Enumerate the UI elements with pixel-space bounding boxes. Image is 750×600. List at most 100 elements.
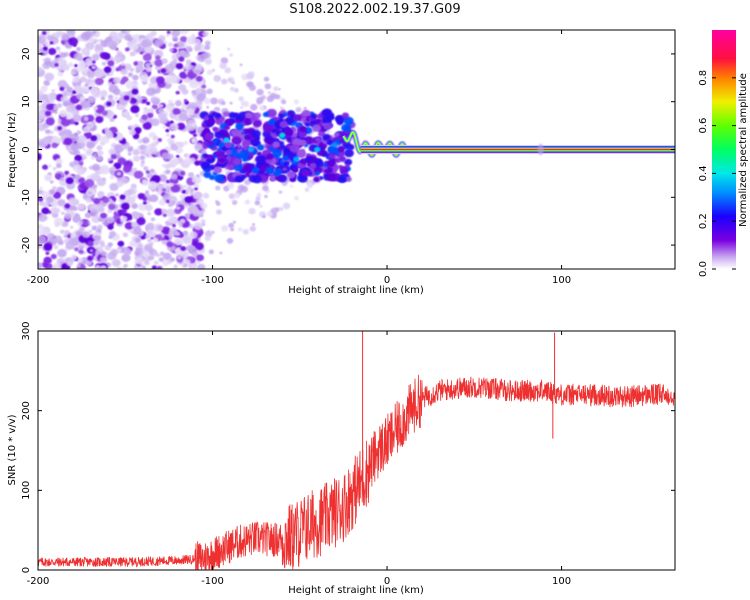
spectrogram-blob — [244, 134, 251, 141]
spectrogram-blob — [259, 105, 266, 111]
spectrogram-blob — [177, 141, 185, 148]
spectrogram-blob — [43, 80, 51, 86]
spectrogram-blob — [228, 112, 237, 119]
spectrogram-blob — [78, 249, 84, 255]
spectrogram-blob — [187, 172, 195, 178]
spectrogram-hotspot — [314, 146, 321, 153]
spectrogram-blob — [170, 200, 176, 206]
spectrogram-blob — [213, 139, 219, 144]
spectrogram-blob — [235, 122, 244, 131]
spectrogram-blob — [287, 110, 295, 116]
spectrogram-blob — [267, 109, 277, 118]
spectrogram-blob — [124, 47, 130, 52]
spectrogram-blob — [283, 128, 294, 137]
spectrogram-blob — [84, 221, 90, 226]
spectrogram-blob — [169, 257, 175, 262]
spectrogram-blob — [44, 174, 53, 182]
spectrogram-blob — [127, 188, 134, 195]
spectrogram-blob — [204, 127, 210, 132]
spectrogram-blob — [129, 42, 139, 51]
spectrogram-blob — [193, 133, 197, 137]
spectrogram-blob — [133, 170, 144, 179]
spectrogram-blob — [38, 224, 44, 230]
spectrogram-blob — [241, 140, 251, 148]
spectrogram-hotspot — [293, 156, 300, 162]
spectrogram-blob — [41, 37, 46, 41]
snr-x-axis-label: Height of straight line (km) — [288, 585, 424, 596]
spectrogram-blob — [95, 39, 100, 43]
spectrogram-blob — [172, 223, 176, 228]
spectrogram-blob — [130, 105, 140, 114]
spectrogram-blob — [152, 99, 160, 106]
spectrogram-blob — [86, 70, 93, 75]
spectrogram-blob — [120, 91, 126, 96]
spectrogram-blob — [70, 254, 78, 261]
spectrogram-blob — [41, 261, 49, 268]
spectrogram-blob — [259, 127, 263, 130]
spectrogram-blob — [199, 202, 208, 210]
spectrogram-blob — [273, 170, 281, 177]
spectrogram-blob — [53, 262, 62, 269]
spectrogram-blob — [126, 115, 133, 121]
spectrogram-blob — [106, 101, 112, 107]
spectrogram-blob — [244, 199, 251, 205]
spectrogram-blob — [255, 196, 261, 201]
spectrogram-blob — [206, 88, 213, 95]
spectrogram-blob — [96, 155, 103, 162]
spectrogram-blob — [141, 98, 147, 104]
spectrogram-blob — [301, 109, 310, 117]
spectrogram-blob — [65, 177, 74, 185]
spectrogram-blob — [101, 110, 108, 116]
spectrogram-blob — [238, 96, 245, 102]
spectrogram-x-tick-label: -100 — [201, 275, 224, 286]
spectrogram-blob — [292, 167, 299, 173]
spectrogram-blob — [53, 110, 58, 114]
spectrogram-blob — [137, 202, 148, 211]
spectrogram-blob — [140, 163, 145, 168]
spectrogram-blob — [123, 164, 132, 173]
spectrogram-x-tick-label: -200 — [27, 275, 50, 286]
spectrogram-blob — [142, 251, 150, 258]
spectrogram-blob — [160, 226, 171, 235]
spectrogram-blob — [139, 149, 146, 155]
spectrogram-blob — [194, 191, 203, 199]
spectrogram-blob — [219, 116, 226, 121]
spectrogram-blob — [299, 158, 308, 165]
spectrogram-blob — [262, 112, 269, 118]
spectrogram-blob — [62, 92, 67, 97]
spectrogram-blob — [172, 36, 179, 42]
spectrogram-blob — [107, 209, 112, 213]
spectrogram-blob — [49, 180, 54, 184]
spectrogram-blob — [93, 235, 102, 242]
spectrogram-blob — [157, 138, 163, 143]
spectrogram-blob — [85, 149, 94, 156]
spectrogram-blob — [150, 118, 160, 127]
spectrogram-blob — [89, 249, 94, 253]
colorbar-tick-label: 0.4 — [698, 165, 709, 181]
spectrogram-blob — [251, 129, 261, 139]
spectrogram-blob — [140, 144, 147, 150]
spectrogram-blob — [69, 232, 77, 239]
spectrogram-blob — [196, 133, 201, 137]
spectrogram-blob — [196, 93, 207, 102]
spectrogram-blob — [87, 240, 95, 247]
spectrogram-blob — [59, 52, 67, 59]
carrier-line — [360, 143, 675, 156]
spectrogram-blob — [219, 251, 223, 255]
spectrogram-blob — [43, 46, 48, 51]
spectrogram-blob — [109, 175, 115, 180]
spectrogram-blob — [214, 174, 225, 183]
spectrogram-blob — [182, 51, 190, 58]
spectrogram-blob — [43, 243, 53, 251]
spectrogram-blob — [132, 194, 138, 200]
spectrogram-blob — [63, 234, 68, 238]
spectrogram-y-tick-label: 0 — [21, 146, 32, 152]
spectrogram-blob — [66, 260, 73, 267]
spectrogram-blob — [196, 254, 205, 262]
spectrogram-blob — [167, 42, 174, 47]
spectrogram-blob — [262, 185, 269, 192]
spectrogram-blob — [224, 169, 228, 173]
spectrogram-blob — [145, 204, 153, 212]
spectrogram-blob — [144, 260, 150, 266]
spectrogram-blob — [126, 251, 131, 256]
